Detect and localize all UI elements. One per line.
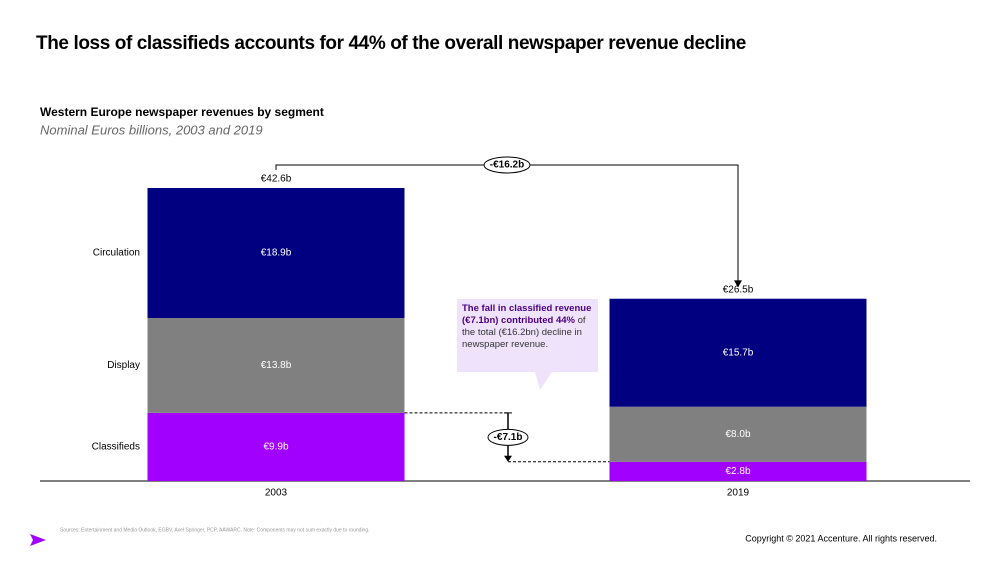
x-tick-label: 2019: [727, 488, 750, 499]
change-badge: [483, 156, 531, 174]
bar-segment: [147, 187, 405, 318]
bar-segment: [147, 317, 405, 413]
value-label: €13.8b: [261, 360, 292, 371]
bar-segment: [609, 461, 867, 481]
callout: The fall in classified revenue (€7.1bn) …: [457, 299, 598, 372]
value-label: €18.9b: [261, 248, 292, 259]
callout-bold: The fall in classified revenue (€7.1bn) …: [462, 303, 592, 326]
callout-box: [457, 299, 598, 390]
change-label: -€7.1b: [494, 432, 523, 443]
slide-title: The loss of classifieds accounts for 44%…: [36, 33, 746, 54]
chart-title: Western Europe newspaper revenues by seg…: [40, 105, 324, 119]
value-label: €9.9b: [263, 442, 288, 453]
logo: [30, 534, 46, 546]
arrow-head: [734, 280, 742, 288]
value-label: €2.8b: [725, 466, 750, 477]
legend-label: Display: [107, 360, 140, 371]
callout-text: of the total (€16.2bn) decline in newspa…: [462, 315, 586, 350]
chart-subtitle: Nominal Euros billions, 2003 and 2019: [40, 122, 263, 137]
change-badge: [487, 428, 529, 446]
total-label: €26.5b: [723, 284, 754, 295]
legend-label: Circulation: [93, 248, 140, 259]
arrow-head: [504, 455, 512, 462]
bar-segment: [609, 298, 867, 407]
bar-segment: [609, 406, 867, 462]
bar-segment: [147, 412, 405, 481]
total-label: €42.6b: [261, 174, 292, 185]
copyright: Copyright © 2021 Accenture. All rights r…: [745, 533, 937, 543]
value-label: €15.7b: [723, 347, 754, 358]
value-label: €8.0b: [725, 429, 750, 440]
legend-label: Classifieds: [92, 442, 140, 453]
change-label: -€16.2b: [490, 160, 524, 171]
footnote: Sources: Entertainment and Media Outlook…: [60, 527, 370, 533]
x-tick-label: 2003: [265, 488, 288, 499]
